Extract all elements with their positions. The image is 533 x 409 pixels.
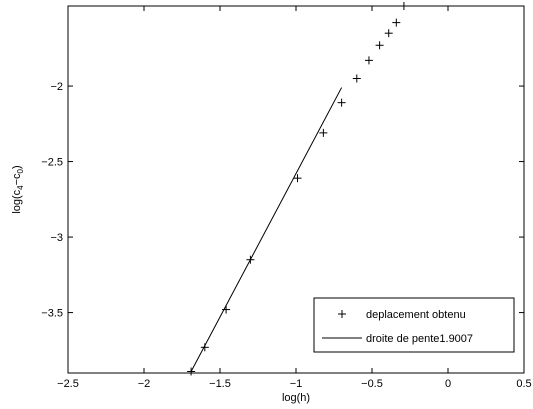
data-point [384,29,393,38]
fit-line [190,87,343,372]
legend-entry-deplacement: deplacement obtenu [366,309,466,321]
y-axis-label-sub1: 4 [16,185,25,190]
x-axis: −2.5 −2 −1.5 −1 −0.5 0 0.5 [57,6,532,390]
data-point [375,41,384,50]
data-point [293,174,302,183]
legend: deplacement obtenu droite de pente1.9007 [313,297,515,353]
y-tick-label: −2 [50,81,63,93]
y-axis-label: log(c4−c0) [11,165,25,213]
x-tick-label: −2 [138,378,151,390]
x-tick-label: −2.5 [57,378,79,390]
x-tick-label: −1.5 [209,378,231,390]
data-point [200,343,209,352]
y-axis-label-end: ) [11,165,23,169]
legend-marker-plus [338,310,346,318]
data-point [337,98,346,107]
y-tick-label: −3.5 [41,308,63,320]
y-tick-label: −3 [50,232,63,244]
x-tick-label: 0 [445,378,451,390]
legend-plus-icon [338,310,346,318]
data-point [222,305,231,314]
legend-box [313,297,515,353]
y-axis-label-base: log(c [11,189,23,213]
legend-entry-droite: droite de pente1.9007 [366,333,473,345]
y-axis-label-sub2: 0 [16,168,25,173]
data-point [364,56,373,65]
data-point [352,74,361,83]
x-tick-label: 0.5 [516,378,531,390]
data-point [392,18,401,27]
y-axis: −2 −2.5 −3 −3.5 [41,81,524,320]
y-axis-label-mid: −c [11,173,23,185]
x-tick-label: −0.5 [361,378,383,390]
data-point [246,255,255,264]
x-axis-label: log(h) [282,392,310,404]
x-tick-label: −1 [290,378,303,390]
plot-marks [187,2,408,376]
data-point [319,128,328,137]
y-tick-label: −2.5 [41,157,63,169]
data-point [187,367,196,376]
